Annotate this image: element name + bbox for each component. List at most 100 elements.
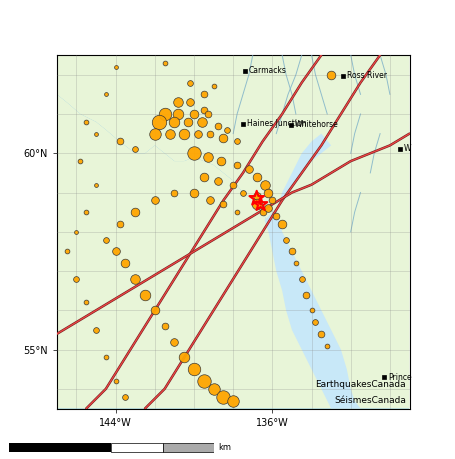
Point <box>83 299 90 306</box>
Text: Prince: Prince <box>388 373 412 381</box>
Point <box>261 181 268 188</box>
Point <box>200 377 207 385</box>
Point <box>102 91 110 98</box>
Point <box>112 377 119 385</box>
Text: Haines Junction: Haines Junction <box>247 119 307 129</box>
Point <box>224 126 231 134</box>
Point <box>204 153 212 161</box>
Point <box>151 197 158 204</box>
Point <box>73 228 80 235</box>
Point <box>92 181 100 188</box>
Point <box>210 385 217 392</box>
Point <box>318 330 325 337</box>
Point <box>200 91 207 98</box>
Point <box>116 220 123 228</box>
Point <box>83 118 90 125</box>
Point <box>229 397 237 404</box>
Text: W: W <box>404 144 411 153</box>
Text: SéismesCanada: SéismesCanada <box>334 396 406 405</box>
Point <box>328 71 335 78</box>
Text: Whitehorse: Whitehorse <box>295 120 339 129</box>
Point <box>187 79 194 86</box>
Point <box>253 201 260 208</box>
Point <box>190 110 197 118</box>
Point <box>175 110 182 118</box>
Point <box>283 236 290 243</box>
Point <box>218 157 225 165</box>
Point <box>83 208 90 216</box>
Point <box>302 291 309 298</box>
Point <box>229 181 237 188</box>
Point <box>265 205 272 212</box>
Point <box>233 138 241 145</box>
Point <box>257 201 264 208</box>
Point <box>175 99 182 106</box>
Bar <box>111 443 163 452</box>
Point <box>92 326 100 334</box>
Point <box>259 208 266 216</box>
Point <box>308 307 315 314</box>
Point <box>167 130 174 137</box>
Point <box>131 275 139 283</box>
Point <box>233 208 241 216</box>
Point <box>184 118 192 125</box>
Point <box>273 213 280 220</box>
Text: km: km <box>218 443 231 452</box>
Point <box>265 189 272 196</box>
Point <box>210 83 217 90</box>
Polygon shape <box>57 55 410 409</box>
Point <box>171 338 178 346</box>
Point <box>116 138 123 145</box>
Point <box>187 99 194 106</box>
Point <box>312 319 319 326</box>
Point <box>92 130 100 137</box>
Point <box>245 165 253 173</box>
Point <box>112 248 119 255</box>
Bar <box>9 443 111 452</box>
Point <box>214 122 221 129</box>
Point <box>190 150 197 157</box>
Point <box>161 110 168 118</box>
Point <box>220 393 227 400</box>
Point <box>269 197 276 204</box>
Point <box>102 354 110 361</box>
Text: Ross River: Ross River <box>347 71 387 80</box>
Point <box>204 110 212 118</box>
Point <box>292 259 299 267</box>
Point <box>253 195 260 202</box>
Point <box>171 189 178 196</box>
Point <box>151 307 158 314</box>
Polygon shape <box>264 134 360 409</box>
Point <box>233 162 241 169</box>
Point <box>171 118 178 125</box>
Point <box>181 130 188 137</box>
Point <box>122 393 129 400</box>
Point <box>214 177 221 185</box>
Point <box>112 63 119 71</box>
Point <box>253 173 260 180</box>
Point <box>200 106 207 114</box>
Bar <box>163 443 214 452</box>
Point <box>324 342 331 349</box>
Point <box>253 193 260 200</box>
Point <box>181 354 188 361</box>
Point <box>200 173 207 180</box>
Point <box>198 118 206 125</box>
Point <box>155 118 162 125</box>
Point <box>190 189 197 196</box>
Text: EarthquakesCanada: EarthquakesCanada <box>315 380 406 389</box>
Point <box>122 259 129 267</box>
Point <box>142 291 149 298</box>
Polygon shape <box>57 55 351 409</box>
Point <box>73 275 80 283</box>
Point <box>206 197 213 204</box>
Point <box>102 236 110 243</box>
Point <box>131 146 139 153</box>
Point <box>161 322 168 330</box>
Text: Carmacks: Carmacks <box>249 66 287 75</box>
Point <box>161 59 168 67</box>
Point <box>151 130 158 137</box>
Point <box>131 208 139 216</box>
Point <box>298 275 305 283</box>
Point <box>278 220 286 228</box>
